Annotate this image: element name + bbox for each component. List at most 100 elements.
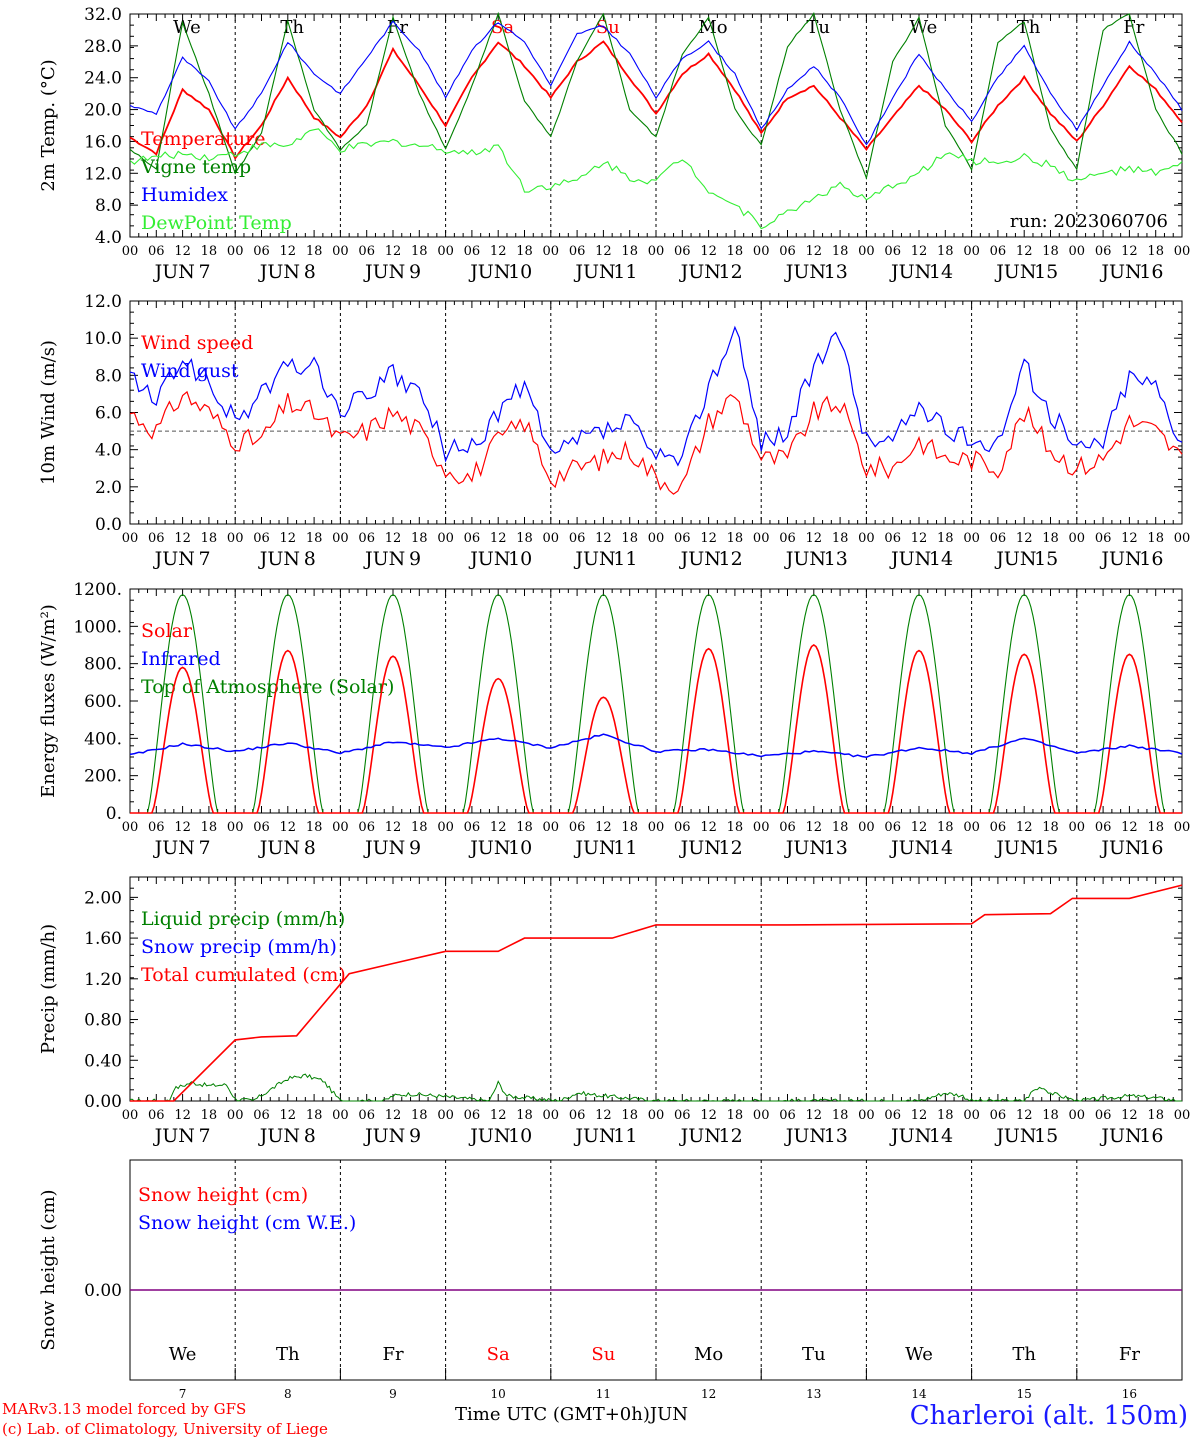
energy-day-tick-label: 16 xyxy=(1139,837,1163,859)
energy-hour-tick-label: 06 xyxy=(358,820,375,835)
precip-day-tick-label: 11 xyxy=(613,1125,637,1147)
wind-hour-tick-label: 00 xyxy=(648,531,665,546)
temp-hour-tick-label: 00 xyxy=(437,244,454,259)
temp-legend-entry: DewPoint Temp xyxy=(141,212,292,234)
temp-month-tick-label: JUN xyxy=(784,261,826,283)
energy-y-tick-label: 1000. xyxy=(73,617,122,637)
precip-hour-tick-label: 18 xyxy=(832,1108,849,1123)
energy-hour-tick-label: 18 xyxy=(306,820,323,835)
wind-hour-tick-label: 06 xyxy=(464,531,481,546)
temp-y-tick-label: 32.0 xyxy=(84,5,122,25)
wind-y-tick-label: 10.0 xyxy=(84,329,122,349)
energy-hour-tick-label: 12 xyxy=(174,820,191,835)
energy-hour-tick-label: 12 xyxy=(280,820,297,835)
snow-day-number-label: 10 xyxy=(491,1387,506,1401)
temp-day-tick-label: 12 xyxy=(719,261,743,283)
energy-series-solar xyxy=(130,644,1182,814)
snow-weekday-label: Tu xyxy=(802,1344,826,1365)
energy-hour-tick-label: 00 xyxy=(858,820,875,835)
precip-hour-tick-label: 06 xyxy=(990,1108,1007,1123)
temp-series-temperature xyxy=(129,40,1183,161)
temp-hour-tick-label: 12 xyxy=(806,244,823,259)
wind-series-wind-speed xyxy=(129,390,1183,495)
precip-hour-tick-label: 06 xyxy=(148,1108,165,1123)
precip-month-tick-label: JUN xyxy=(363,1125,405,1147)
energy-hour-tick-label: 00 xyxy=(753,820,770,835)
energy-month-tick-label: JUN xyxy=(153,837,195,859)
station-name: Charleroi (alt. 150m) xyxy=(909,1401,1188,1431)
precip-hour-tick-label: 18 xyxy=(516,1108,533,1123)
wind-day-tick-label: 10 xyxy=(508,548,532,570)
precip-hour-tick-label: 12 xyxy=(1016,1108,1033,1123)
snow-weekday-label: Fr xyxy=(382,1344,403,1365)
temp-weekday-label: Tu xyxy=(806,17,830,38)
precip-hour-tick-label: 18 xyxy=(411,1108,428,1123)
temp-day-tick-label: 10 xyxy=(508,261,532,283)
energy-day-tick-label: 10 xyxy=(508,837,532,859)
wind-hour-tick-label: 06 xyxy=(1095,531,1112,546)
temp-hour-tick-label: 00 xyxy=(648,244,665,259)
wind-day-tick-label: 7 xyxy=(199,548,211,570)
temp-day-tick-label: 15 xyxy=(1034,261,1058,283)
temp-hour-tick-label: 00 xyxy=(858,244,875,259)
precip-month-tick-label: JUN xyxy=(153,1125,195,1147)
energy-hour-tick-label: 00 xyxy=(332,820,349,835)
wind-month-tick-label: JUN xyxy=(679,548,721,570)
precip-day-tick-label: 14 xyxy=(929,1125,953,1147)
temp-y-tick-label: 8.0 xyxy=(95,196,122,216)
precip-day-tick-label: 15 xyxy=(1034,1125,1058,1147)
temp-y-axis-label: 2m Temp. (°C) xyxy=(38,59,59,191)
temp-hour-tick-label: 00 xyxy=(963,244,980,259)
temp-hour-tick-label: 06 xyxy=(464,244,481,259)
precip-month-tick-label: JUN xyxy=(258,1125,300,1147)
temp-y-tick-label: 28.0 xyxy=(84,37,122,57)
energy-hour-tick-label: 00 xyxy=(648,820,665,835)
wind-hour-tick-label: 12 xyxy=(1121,531,1138,546)
energy-day-tick-label: 7 xyxy=(199,837,211,859)
wind-hour-tick-label: 00 xyxy=(543,531,560,546)
precip-hour-tick-label: 00 xyxy=(437,1108,454,1123)
precip-hour-tick-label: 18 xyxy=(727,1108,744,1123)
energy-hour-tick-label: 18 xyxy=(727,820,744,835)
wind-hour-tick-label: 06 xyxy=(674,531,691,546)
snow-y-axis-label: Snow height (cm) xyxy=(38,1189,59,1350)
temp-month-tick-label: JUN xyxy=(994,261,1036,283)
precip-legend-entry: Total cumulated (cm) xyxy=(141,964,346,986)
energy-hour-tick-label: 06 xyxy=(464,820,481,835)
wind-hour-tick-label: 18 xyxy=(937,531,954,546)
snow-weekday-label: Th xyxy=(276,1344,300,1365)
energy-hour-tick-label: 00 xyxy=(122,820,139,835)
snow-day-number-label: 16 xyxy=(1122,1387,1137,1401)
wind-month-tick-label: JUN xyxy=(889,548,931,570)
snow-legend-entry: Snow height (cm W.E.) xyxy=(138,1212,356,1234)
precip-y-tick-label: 1.60 xyxy=(84,929,122,949)
wind-hour-tick-label: 06 xyxy=(779,531,796,546)
energy-legend-entry: Top of Atmosphere (Solar) xyxy=(141,676,394,698)
energy-hour-tick-label: 18 xyxy=(201,820,218,835)
energy-hour-tick-label: 06 xyxy=(569,820,586,835)
energy-month-tick-label: JUN xyxy=(468,837,510,859)
temp-hour-tick-label: 06 xyxy=(779,244,796,259)
energy-hour-tick-label: 18 xyxy=(832,820,849,835)
energy-hour-tick-label: 18 xyxy=(411,820,428,835)
temp-month-tick-label: JUN xyxy=(573,261,615,283)
temp-hour-tick-label: 00 xyxy=(1174,244,1191,259)
temp-hour-tick-label: 18 xyxy=(621,244,638,259)
energy-legend-entry: Infrared xyxy=(141,648,221,670)
precip-y-tick-label: 0.00 xyxy=(84,1092,122,1112)
temp-weekday-label: Su xyxy=(596,17,620,38)
temp-hour-tick-label: 18 xyxy=(306,244,323,259)
energy-hour-tick-label: 00 xyxy=(437,820,454,835)
precip-hour-tick-label: 06 xyxy=(779,1108,796,1123)
energy-hour-tick-label: 00 xyxy=(227,820,244,835)
precip-day-tick-label: 10 xyxy=(508,1125,532,1147)
energy-hour-tick-label: 12 xyxy=(1121,820,1138,835)
wind-plot-frame xyxy=(129,300,1183,525)
precip-hour-tick-label: 06 xyxy=(1095,1108,1112,1123)
temp-hour-tick-label: 12 xyxy=(280,244,297,259)
energy-hour-tick-label: 00 xyxy=(1174,820,1191,835)
wind-hour-tick-label: 18 xyxy=(621,531,638,546)
precip-day-tick-label: 9 xyxy=(409,1125,421,1147)
temp-hour-tick-label: 00 xyxy=(122,244,139,259)
